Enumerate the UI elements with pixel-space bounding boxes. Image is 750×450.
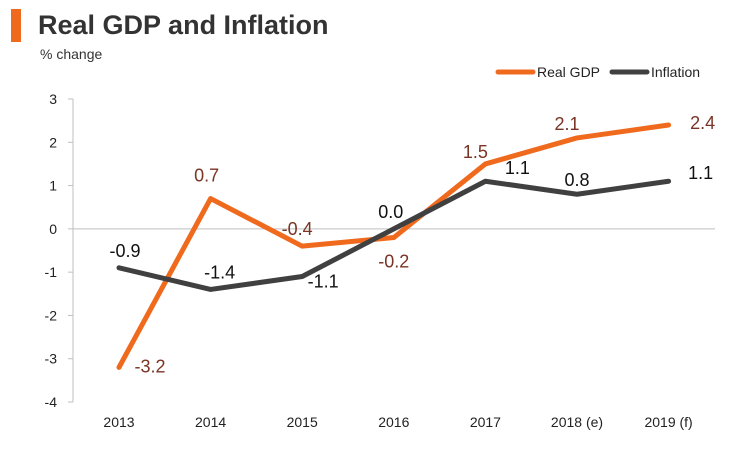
y-tick-label: 0 <box>49 221 57 237</box>
x-tick-label: 2018 (e) <box>551 414 603 430</box>
legend-real-gdp-label: Real GDP <box>537 64 600 80</box>
y-tick-label: 1 <box>49 178 57 194</box>
x-tick-label: 2019 (f) <box>644 414 692 430</box>
x-tick-label: 2013 <box>103 414 134 430</box>
y-tick-label: 3 <box>49 91 57 107</box>
real-gdp-data-label: 2.4 <box>690 113 715 133</box>
x-tick-label: 2015 <box>287 414 318 430</box>
real-gdp-data-label: -0.2 <box>378 252 409 272</box>
inflation-data-label: 1.1 <box>505 158 530 178</box>
inflation-data-label: -1.1 <box>308 271 339 291</box>
x-tick-label: 2016 <box>378 414 409 430</box>
real-gdp-data-label: -3.2 <box>134 356 165 376</box>
legend-inflation-label: Inflation <box>651 64 700 80</box>
real-gdp-line <box>116 122 672 370</box>
real-gdp-data-label: 2.1 <box>554 114 579 134</box>
inflation-data-label: -1.4 <box>204 262 235 282</box>
inflation-data-label: -0.9 <box>109 241 140 261</box>
inflation-line <box>116 178 672 292</box>
real-gdp-data-label: -0.4 <box>282 219 313 239</box>
y-tick-label: 2 <box>49 134 57 150</box>
chart-subtitle: % change <box>40 46 103 62</box>
x-tick-label: 2017 <box>470 414 501 430</box>
inflation-data-label: 1.1 <box>688 163 713 183</box>
chart-title: Real GDP and Inflation <box>38 10 329 40</box>
inflation-data-label: 0.8 <box>564 170 589 190</box>
y-tick-label: -3 <box>45 351 58 367</box>
y-tick-label: -4 <box>45 394 58 410</box>
inflation-data-label: 0.0 <box>378 202 403 222</box>
y-tick-label: -2 <box>45 307 58 323</box>
title-accent-bar <box>11 9 21 42</box>
x-tick-label: 2014 <box>195 414 226 430</box>
y-tick-label: -1 <box>45 264 58 280</box>
real-gdp-data-label: 1.5 <box>463 142 488 162</box>
real-gdp-data-label: 0.7 <box>194 166 219 186</box>
